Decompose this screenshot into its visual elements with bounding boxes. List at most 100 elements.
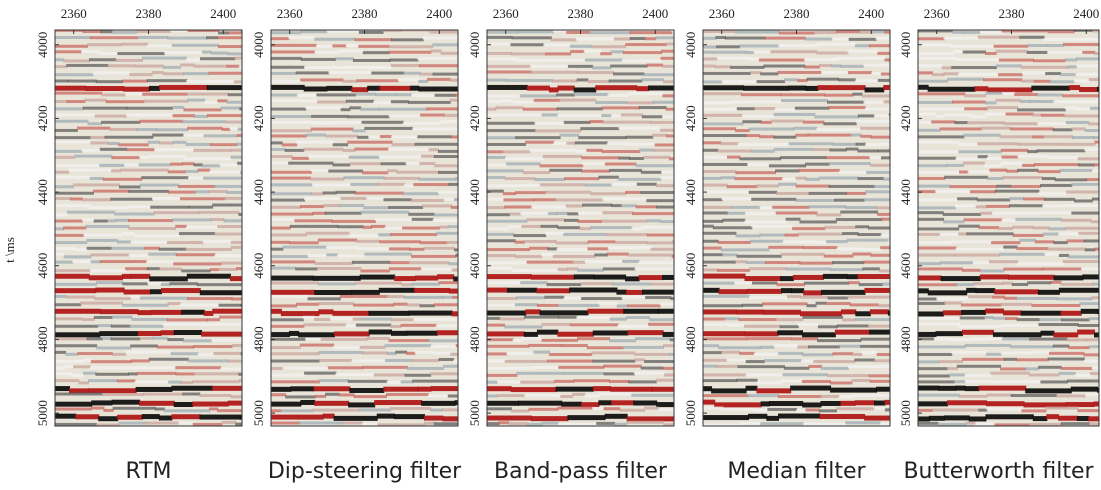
seismic-stripe: [780, 276, 794, 282]
seismic-stripe: [962, 357, 1005, 361]
seismic-stripe: [220, 367, 242, 371]
seismic-stripe: [880, 246, 890, 250]
seismic-stripe: [1060, 310, 1082, 316]
seismic-stripe: [214, 254, 242, 258]
seismic-stripe: [1042, 267, 1082, 271]
seismic-stripe: [824, 93, 854, 97]
seismic-stripe: [139, 155, 149, 159]
seismic-stripe: [799, 295, 829, 299]
seismic-stripe: [240, 352, 242, 356]
seismic-stripe: [497, 394, 526, 398]
seismic-stripe: [1017, 154, 1048, 158]
seismic-stripe: [108, 141, 120, 145]
seismic-stripe: [884, 142, 890, 146]
seismic-stripe: [802, 246, 838, 250]
seismic-stripe: [598, 400, 613, 406]
seismic-stripe: [184, 169, 199, 173]
seismic-stripe: [199, 393, 232, 397]
seismic-stripe: [299, 421, 344, 425]
seismic-stripe: [777, 70, 822, 74]
seismic-stripe: [541, 421, 559, 425]
seismic-stripe: [55, 282, 97, 286]
seismic-stripe: [95, 372, 129, 376]
seismic-stripe: [547, 212, 558, 216]
seismic-stripe: [591, 351, 636, 355]
seismic-stripe: [994, 189, 1040, 193]
y-tick-label: 4400: [35, 179, 50, 205]
seismic-stripe: [984, 101, 997, 105]
seismic-stripe: [182, 392, 201, 396]
seismic-stripe: [793, 126, 818, 130]
seismic-stripe: [112, 406, 157, 410]
seismic-stripe: [173, 330, 203, 336]
seismic-stripe: [152, 133, 185, 137]
seismic-stripe: [817, 85, 866, 91]
seismic-stripe: [55, 140, 92, 144]
seismic-stripe: [427, 77, 451, 81]
seismic-stripe: [863, 198, 890, 202]
seismic-stripe: [487, 380, 499, 384]
seismic-stripe: [975, 288, 996, 294]
seismic-stripe: [804, 65, 820, 69]
seismic-stripe: [362, 225, 372, 229]
seismic-stripe: [730, 100, 750, 104]
seismic-stripe: [90, 141, 110, 145]
seismic-stripe: [487, 155, 506, 159]
seismic-stripe: [628, 156, 645, 160]
seismic-stripe: [984, 52, 997, 56]
seismic-stripe: [271, 409, 282, 413]
seismic-stripe: [523, 239, 557, 243]
seismic-stripe: [442, 295, 454, 299]
seismic-stripe: [164, 51, 203, 55]
seismic-stripe: [386, 351, 397, 355]
seismic-stripe: [1041, 177, 1056, 181]
seismic-stripe: [487, 189, 504, 193]
seismic-stripe: [148, 85, 161, 91]
seismic-stripe: [353, 303, 395, 307]
seismic-stripe: [101, 336, 112, 340]
seismic-stripe: [314, 50, 339, 54]
seismic-stripe: [607, 246, 643, 250]
seismic-stripe: [592, 66, 612, 70]
seismic-stripe: [175, 366, 222, 370]
seismic-stripe: [185, 247, 232, 251]
seismic-stripe: [1016, 247, 1049, 251]
seismic-stripe: [181, 120, 227, 124]
seismic-stripe: [1032, 135, 1045, 139]
seismic-stripe: [224, 196, 242, 200]
seismic-stripe: [754, 107, 776, 111]
seismic-stripe: [65, 352, 79, 356]
seismic-stripe: [1071, 127, 1086, 131]
seismic-stripe: [317, 238, 358, 242]
seismic-stripe: [82, 371, 97, 375]
seismic-stripe: [55, 113, 96, 117]
seismic-stripe: [419, 304, 435, 308]
seismic-stripe: [1046, 414, 1060, 420]
seismic-stripe: [780, 93, 826, 97]
seismic-stripe: [271, 129, 312, 133]
seismic-stripe: [852, 92, 863, 96]
seismic-stripe: [512, 339, 523, 343]
seismic-stripe: [545, 52, 572, 56]
seismic-stripe: [88, 379, 118, 383]
y-tick-label: 5000: [898, 400, 913, 426]
seismic-stripe: [90, 260, 101, 264]
seismic-stripe: [656, 205, 674, 209]
seismic-stripe: [307, 253, 328, 257]
y-tick-label: 4000: [251, 32, 266, 58]
seismic-stripe: [288, 161, 334, 165]
seismic-stripe: [142, 92, 188, 96]
seismic-stripe: [438, 170, 458, 174]
seismic-stripe: [209, 268, 220, 272]
seismic-stripe: [620, 113, 643, 117]
seismic-stripe: [99, 163, 125, 167]
seismic-stripe: [611, 204, 622, 208]
seismic-stripe: [558, 315, 578, 319]
seismic-stripe: [347, 140, 393, 144]
seismic-stripe: [539, 164, 584, 168]
seismic-stripe: [660, 170, 672, 174]
seismic-stripe: [831, 64, 842, 68]
seismic-stripe: [587, 247, 609, 251]
seismic-stripe: [362, 51, 390, 55]
